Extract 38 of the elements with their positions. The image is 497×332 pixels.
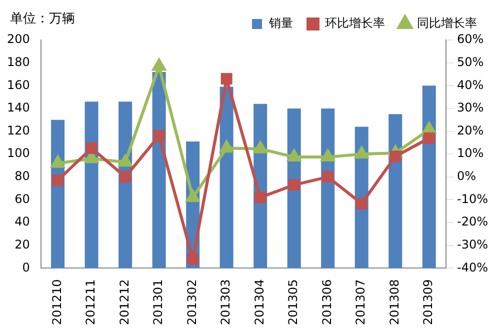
- y2-tick-label: 30%: [457, 100, 484, 115]
- y2-tick-label: 50%: [457, 54, 484, 69]
- x-tick-label: 201305: [286, 279, 300, 326]
- x-tick-label: 201306: [320, 279, 334, 326]
- x-tick-label: 201308: [387, 279, 402, 326]
- x-tick-label: 201304: [252, 279, 266, 326]
- text: 单位：万辆: [10, 11, 75, 26]
- y-tick-label: 180: [7, 54, 30, 69]
- y2-tick-label: 60%: [457, 32, 484, 46]
- y-tick-label: 120: [7, 123, 30, 138]
- x-tick-label: 201302: [184, 279, 199, 326]
- y2-tick-label: -30%: [457, 237, 488, 252]
- y-tick-label: 60: [14, 192, 30, 206]
- y-tick-label: 140: [7, 100, 30, 115]
- x-tick-label: 201301: [151, 279, 166, 326]
- y2-tick-label: -10%: [457, 192, 488, 206]
- x-tick-label: 201212: [117, 279, 132, 326]
- legend-label: 同比增长率: [417, 16, 477, 30]
- y-tick-label: 100: [7, 146, 30, 160]
- y-tick-label: 0: [22, 260, 30, 274]
- legend-label: 环比增长率: [325, 16, 385, 30]
- y2-tick-label: 40%: [457, 78, 484, 92]
- x-tick-label: 201210: [50, 279, 64, 326]
- y2-tick-label: -20%: [457, 214, 488, 229]
- legend-label: 销量: [268, 16, 293, 30]
- y2-tick-label: -40%: [457, 260, 488, 274]
- y-tick-label: 40: [14, 214, 30, 229]
- y2-tick-label: 0%: [457, 169, 476, 184]
- y-tick-label: 160: [7, 78, 30, 92]
- x-tick-label: 201303: [218, 279, 233, 326]
- y2-tick-label: 10%: [457, 146, 484, 160]
- x-tick-label: 201307: [354, 279, 368, 326]
- x-tick-label: 201211: [84, 279, 98, 326]
- y-tick-label: 200: [7, 32, 30, 46]
- y-tick-label: 80: [14, 169, 30, 184]
- y-tick-label: 20: [14, 237, 30, 252]
- x-tick-label: 201309: [421, 279, 436, 326]
- y2-tick-label: 20%: [457, 123, 484, 138]
